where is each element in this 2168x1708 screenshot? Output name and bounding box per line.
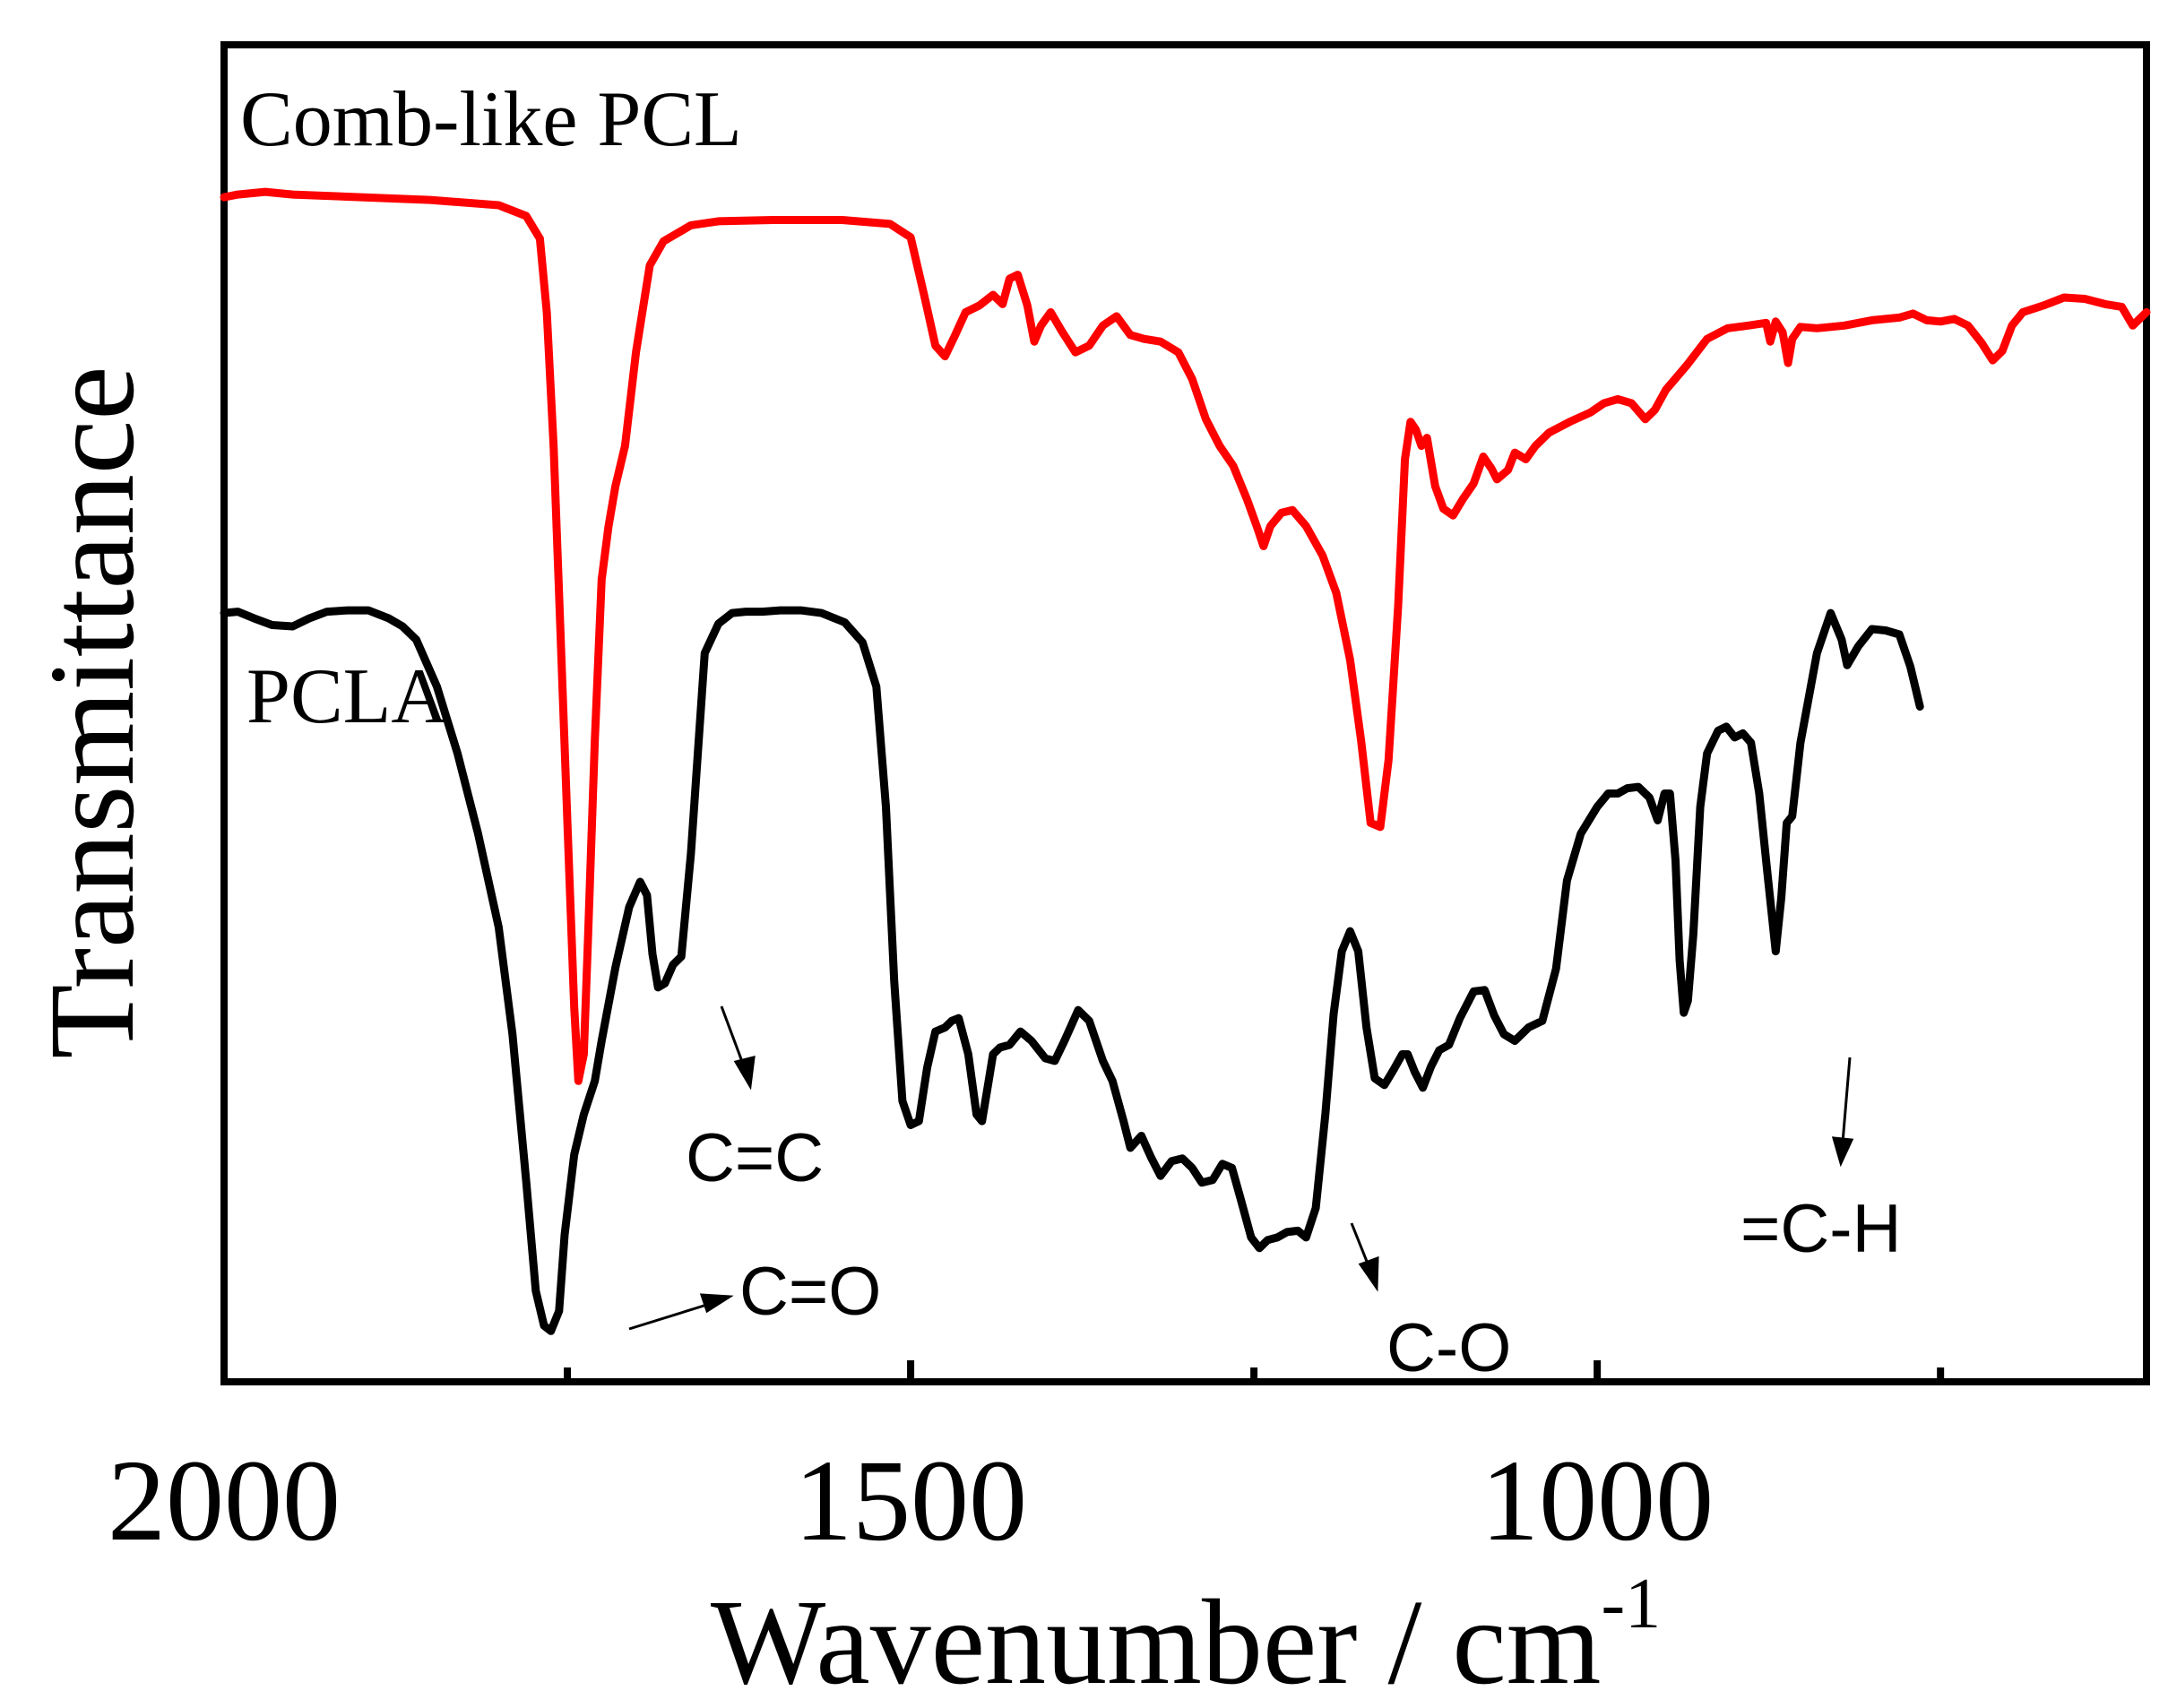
arrow-head-c-h [1831,1136,1854,1168]
arrow-c-o-carbonyl [628,1302,711,1331]
x-axis-label-superscript: -1 [1601,1565,1661,1643]
arrow-head-c-o-carbonyl [699,1293,734,1314]
series-label-pcla: PCLA [246,653,448,740]
x-axis-label-text: Wavenumber / cm [711,1575,1602,1708]
ticks-layer: 2000 1500 1000 [108,1360,1945,1566]
arrow-c-o-ether [1350,1222,1371,1269]
arrow-head-c-c [733,1056,756,1091]
annotation-c-h: =C-H [1740,1191,1901,1267]
annotation-c-o-ether: C-O [1386,1310,1511,1386]
series-line-comb-like-pcl [220,187,2151,1085]
arrow-c-h [1841,1057,1852,1143]
plot-frame [220,41,2150,1385]
series-line-pcla [220,606,1924,1335]
x-tick-label-2000: 2000 [108,1436,341,1566]
arrow-c-c [720,1005,746,1067]
x-tick-label-1500: 1500 [794,1436,1027,1566]
annotation-arrows [628,1005,1854,1331]
annotation-c-c: C=C [686,1120,824,1196]
y-axis-label: Transmittance [25,366,160,1058]
series-label-comb-like-pcl: Comb-like PCL [240,76,742,163]
annotation-c-o-carbonyl: C=O [739,1254,881,1330]
x-tick-label-1000: 1000 [1481,1436,1714,1566]
arrow-head-c-o-ether [1358,1255,1379,1292]
series-layer [220,187,2151,1335]
x-axis-label: Wavenumber / cm-1 [711,1565,1661,1708]
